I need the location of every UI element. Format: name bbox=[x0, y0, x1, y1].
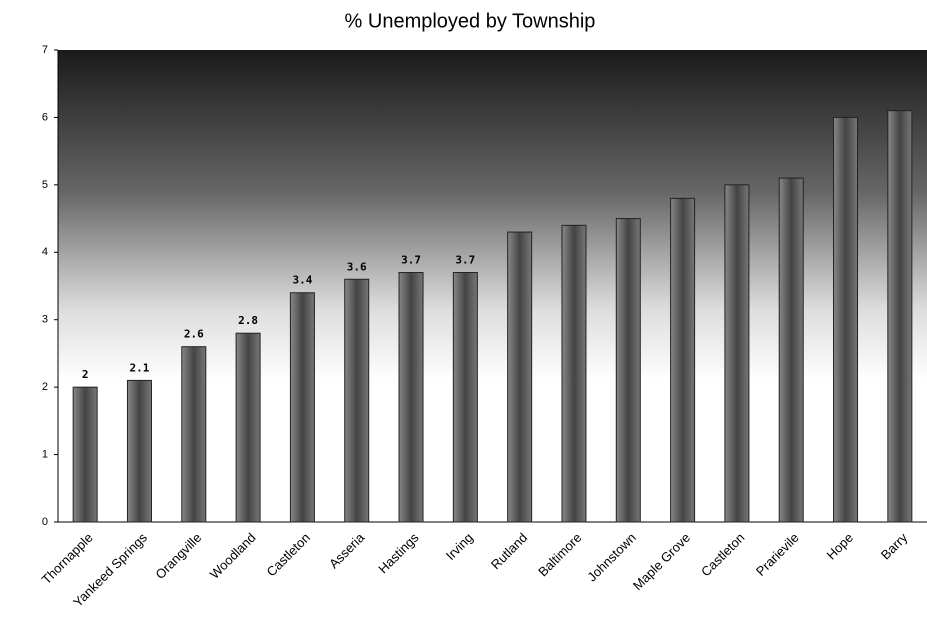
x-tick-label: Orangville bbox=[152, 530, 204, 582]
x-tick-label: Asseria bbox=[326, 529, 368, 571]
bar bbox=[344, 278, 370, 523]
y-tick-label: 3 bbox=[42, 314, 48, 326]
bar bbox=[72, 386, 98, 523]
x-tick-label: Woodland bbox=[207, 530, 259, 582]
bar bbox=[398, 272, 424, 523]
x-tick-label: Baltimore bbox=[535, 530, 584, 579]
bar bbox=[778, 177, 804, 523]
y-tick-label: 4 bbox=[42, 246, 48, 258]
y-tick-label: 0 bbox=[42, 516, 48, 528]
x-tick-label: Prarievile bbox=[753, 530, 802, 579]
value-label: 2.1 bbox=[130, 361, 150, 374]
chart-title: % Unemployed by Township bbox=[345, 10, 596, 32]
y-tick-label: 2 bbox=[42, 381, 48, 393]
x-tick-label: Maple Grove bbox=[630, 530, 693, 593]
x-tick-label: Johnstown bbox=[584, 530, 639, 585]
x-tick-label: Hope bbox=[824, 530, 857, 563]
bar bbox=[887, 110, 913, 523]
value-label: 2.8 bbox=[238, 314, 258, 327]
x-tick-label: Rutland bbox=[488, 530, 530, 572]
x-tick-label: Irving bbox=[443, 530, 476, 563]
bar bbox=[126, 379, 152, 523]
bar bbox=[289, 292, 315, 523]
bar bbox=[561, 224, 587, 523]
y-tick-label: 1 bbox=[42, 448, 48, 460]
x-tick-label: Hastings bbox=[375, 530, 422, 577]
value-label: 2.6 bbox=[184, 328, 204, 341]
bar bbox=[235, 332, 261, 523]
x-tick-label: Castleton bbox=[264, 530, 313, 579]
bar bbox=[181, 346, 207, 523]
x-tick-label: Castleton bbox=[698, 530, 747, 579]
value-label: 3.6 bbox=[347, 260, 367, 273]
bar bbox=[615, 218, 641, 523]
y-tick-label: 5 bbox=[42, 179, 48, 191]
x-tick-label: Thornapple bbox=[39, 530, 96, 587]
bar bbox=[507, 231, 533, 523]
y-tick-label: 7 bbox=[42, 44, 48, 56]
bar bbox=[452, 272, 478, 523]
bar bbox=[833, 116, 859, 523]
value-label: 3.7 bbox=[455, 254, 475, 267]
value-label: 2 bbox=[82, 368, 89, 381]
bar bbox=[724, 184, 750, 523]
y-tick-label: 6 bbox=[42, 111, 48, 123]
x-tick-label: Barry bbox=[878, 530, 911, 563]
value-label: 3.4 bbox=[292, 274, 312, 287]
bar bbox=[670, 197, 696, 523]
value-label: 3.7 bbox=[401, 254, 421, 267]
